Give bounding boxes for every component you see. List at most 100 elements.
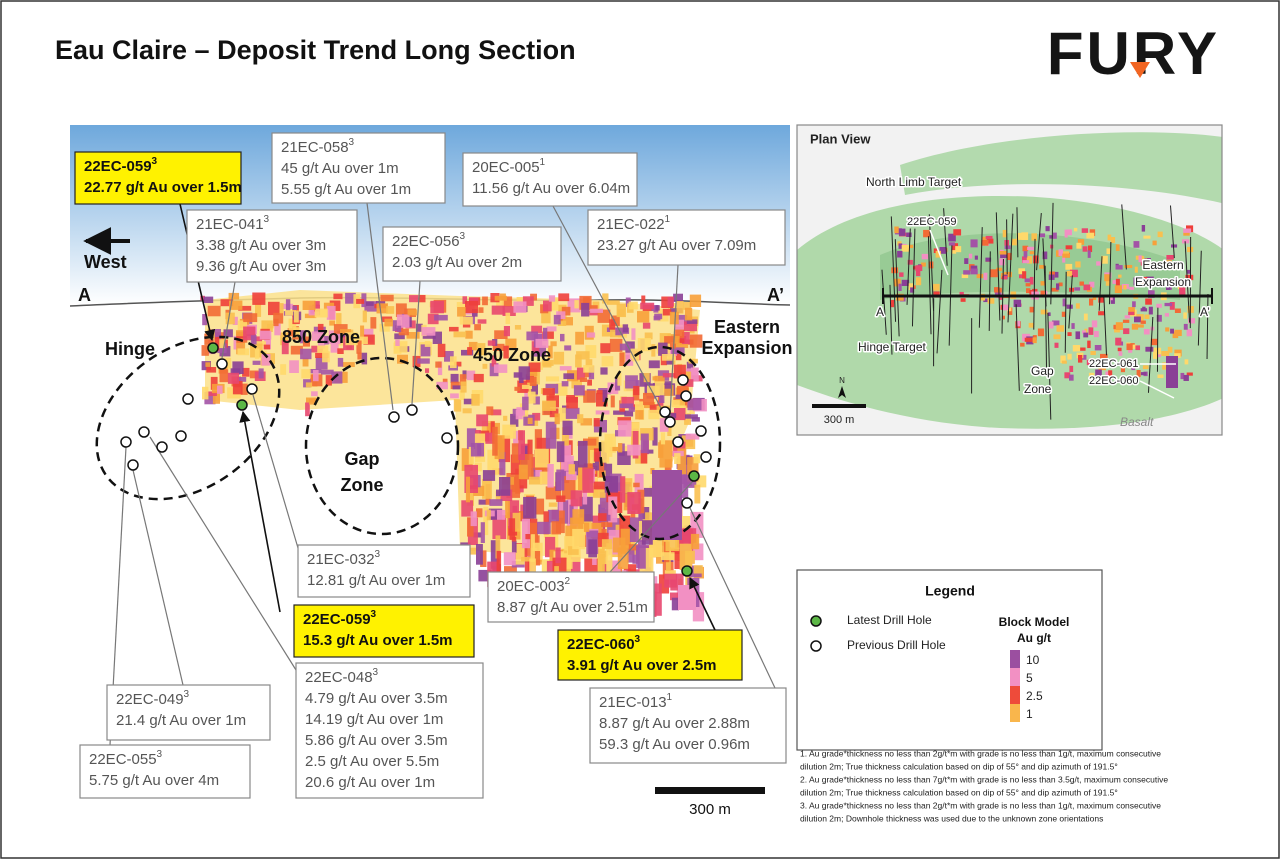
- block: [482, 363, 488, 369]
- block: [556, 469, 565, 491]
- block: [529, 376, 537, 386]
- block: [677, 448, 687, 475]
- block: [340, 329, 352, 335]
- block: [528, 362, 541, 372]
- callout-box: [487, 571, 655, 623]
- block: [692, 543, 704, 561]
- plan-block: [1061, 311, 1066, 317]
- block: [380, 294, 394, 302]
- plan-block: [1056, 325, 1065, 332]
- block: [579, 377, 587, 382]
- block: [628, 544, 640, 551]
- block: [592, 558, 597, 565]
- plan-block: [1081, 228, 1089, 233]
- zone-label: Eastern: [714, 317, 780, 337]
- plan-block: [1124, 315, 1131, 319]
- block: [548, 502, 557, 507]
- block: [585, 345, 597, 359]
- block: [394, 341, 408, 353]
- plan-block: [1172, 331, 1179, 339]
- block: [565, 407, 580, 419]
- plan-block: [981, 239, 989, 246]
- plan-block: [928, 261, 934, 269]
- block: [622, 324, 629, 333]
- block: [583, 463, 593, 469]
- block: [516, 297, 528, 305]
- block: [690, 533, 700, 550]
- block: [581, 302, 590, 317]
- block: [553, 314, 561, 325]
- block: [542, 362, 552, 368]
- plan-block: [1052, 232, 1057, 239]
- block: [685, 414, 698, 419]
- block: [503, 415, 508, 421]
- plan-drill-trace: [1033, 238, 1036, 330]
- block: [394, 333, 405, 340]
- block: [456, 302, 467, 308]
- plan-block: [1058, 282, 1063, 287]
- plan-block: [987, 298, 995, 304]
- plan-block: [1064, 372, 1071, 379]
- block: [510, 454, 522, 475]
- plan-block: [1054, 342, 1059, 348]
- block: [243, 313, 258, 323]
- callout-box: [79, 744, 251, 799]
- block: [509, 518, 516, 540]
- block: [236, 341, 246, 355]
- callout-box: [271, 132, 446, 204]
- note-ref: 3: [264, 214, 270, 225]
- plan-label: Plan View: [810, 131, 871, 146]
- note-ref: 2: [565, 576, 571, 587]
- block: [523, 496, 537, 519]
- plan-drill-trace: [1121, 204, 1127, 270]
- callout-hole: 20EC-0032: [497, 576, 571, 595]
- footnote: 2. Au grade*thickness no less than 7g/t*…: [800, 774, 1168, 784]
- plan-block: [1147, 258, 1151, 266]
- block: [379, 323, 390, 332]
- block: [527, 391, 536, 404]
- previous-drill-hole: [664, 416, 676, 428]
- block: [254, 348, 260, 359]
- grade-swatch: [1010, 704, 1020, 722]
- block: [635, 401, 644, 411]
- plan-drill-trace: [978, 227, 983, 328]
- block: [345, 292, 356, 304]
- block: [535, 448, 549, 468]
- block: [531, 468, 540, 480]
- a-right-label: A’: [767, 285, 784, 305]
- block: [487, 449, 499, 476]
- block: [356, 336, 368, 345]
- block: [386, 306, 395, 314]
- zone-label: 450 Zone: [473, 345, 551, 365]
- block: [564, 536, 575, 551]
- previous-drill-hole: [127, 459, 139, 471]
- block: [225, 357, 232, 369]
- block: [684, 307, 693, 321]
- plan-block: [1094, 331, 1099, 338]
- block: [567, 546, 579, 555]
- plan-block: [1099, 359, 1107, 366]
- block: [619, 352, 625, 366]
- plan-block: [1069, 374, 1074, 381]
- note-ref: 3: [460, 231, 466, 242]
- block: [304, 313, 317, 319]
- plan-block: [908, 283, 914, 291]
- block: [279, 303, 284, 314]
- plan-block: [959, 291, 964, 297]
- block: [505, 500, 510, 519]
- block: [396, 314, 410, 328]
- block: [671, 399, 681, 408]
- block: [232, 381, 243, 395]
- block: [435, 361, 442, 368]
- block: [572, 528, 586, 550]
- plan-block: [1056, 283, 1060, 290]
- block: [453, 399, 462, 412]
- block: [669, 311, 679, 325]
- block: [395, 303, 407, 317]
- block: [483, 506, 489, 536]
- plan-block: [1115, 278, 1120, 287]
- block: [513, 301, 527, 313]
- block: [610, 395, 615, 408]
- block: [325, 375, 332, 386]
- callout-box: [557, 629, 743, 681]
